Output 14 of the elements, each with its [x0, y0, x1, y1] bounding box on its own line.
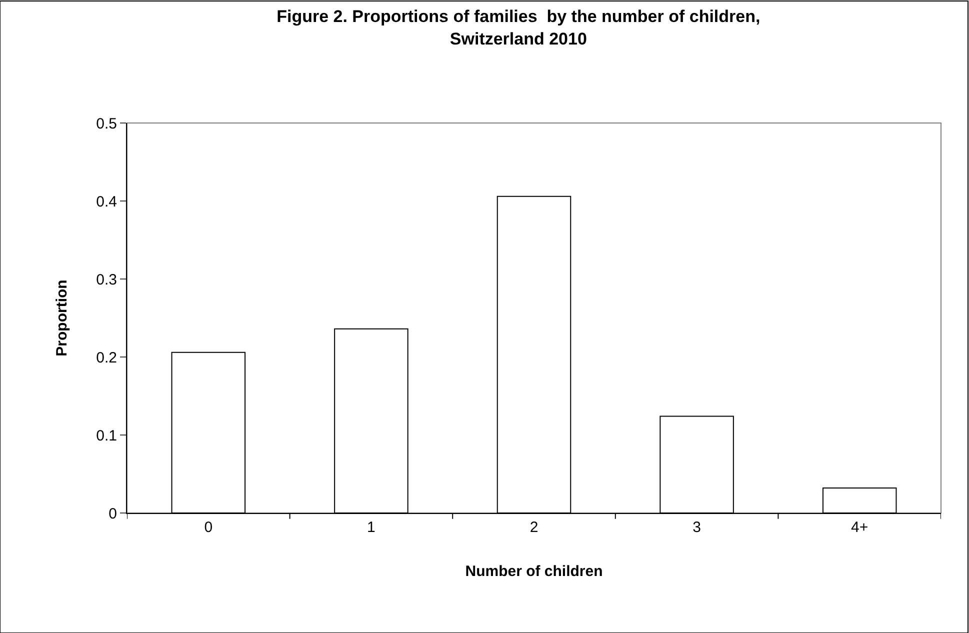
y-tick-label: 0.3: [96, 271, 117, 288]
y-tick-label: 0.4: [96, 193, 117, 210]
x-tick-label: 1: [367, 519, 376, 536]
x-tick-label: 0: [204, 519, 213, 536]
x-tick-label: 4+: [851, 519, 868, 536]
x-tick-label: 2: [530, 519, 538, 536]
y-tick-label: 0.1: [96, 427, 117, 444]
x-tick-label: 3: [692, 519, 701, 536]
y-tick-label: 0.5: [96, 115, 117, 132]
y-tick-label: 0.2: [96, 349, 117, 366]
y-tick-label: 0: [108, 505, 117, 522]
chart-title: Figure 2. Proportions of families by the number of children, Switzerland 2010: [276, 7, 760, 48]
x-axis-title: Number of children: [465, 563, 603, 580]
y-axis-title: Proportion: [53, 280, 70, 356]
